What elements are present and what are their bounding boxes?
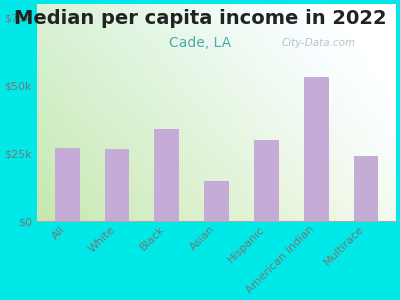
Bar bbox=[304, 77, 329, 221]
Text: City-Data.com: City-Data.com bbox=[281, 38, 355, 48]
Bar bbox=[104, 149, 130, 221]
Text: Cade, LA: Cade, LA bbox=[169, 36, 231, 50]
Bar bbox=[55, 148, 80, 221]
Bar bbox=[204, 181, 229, 221]
Bar bbox=[354, 156, 378, 221]
Bar bbox=[254, 140, 279, 221]
Bar bbox=[154, 129, 179, 221]
Text: Median per capita income in 2022: Median per capita income in 2022 bbox=[14, 9, 386, 28]
